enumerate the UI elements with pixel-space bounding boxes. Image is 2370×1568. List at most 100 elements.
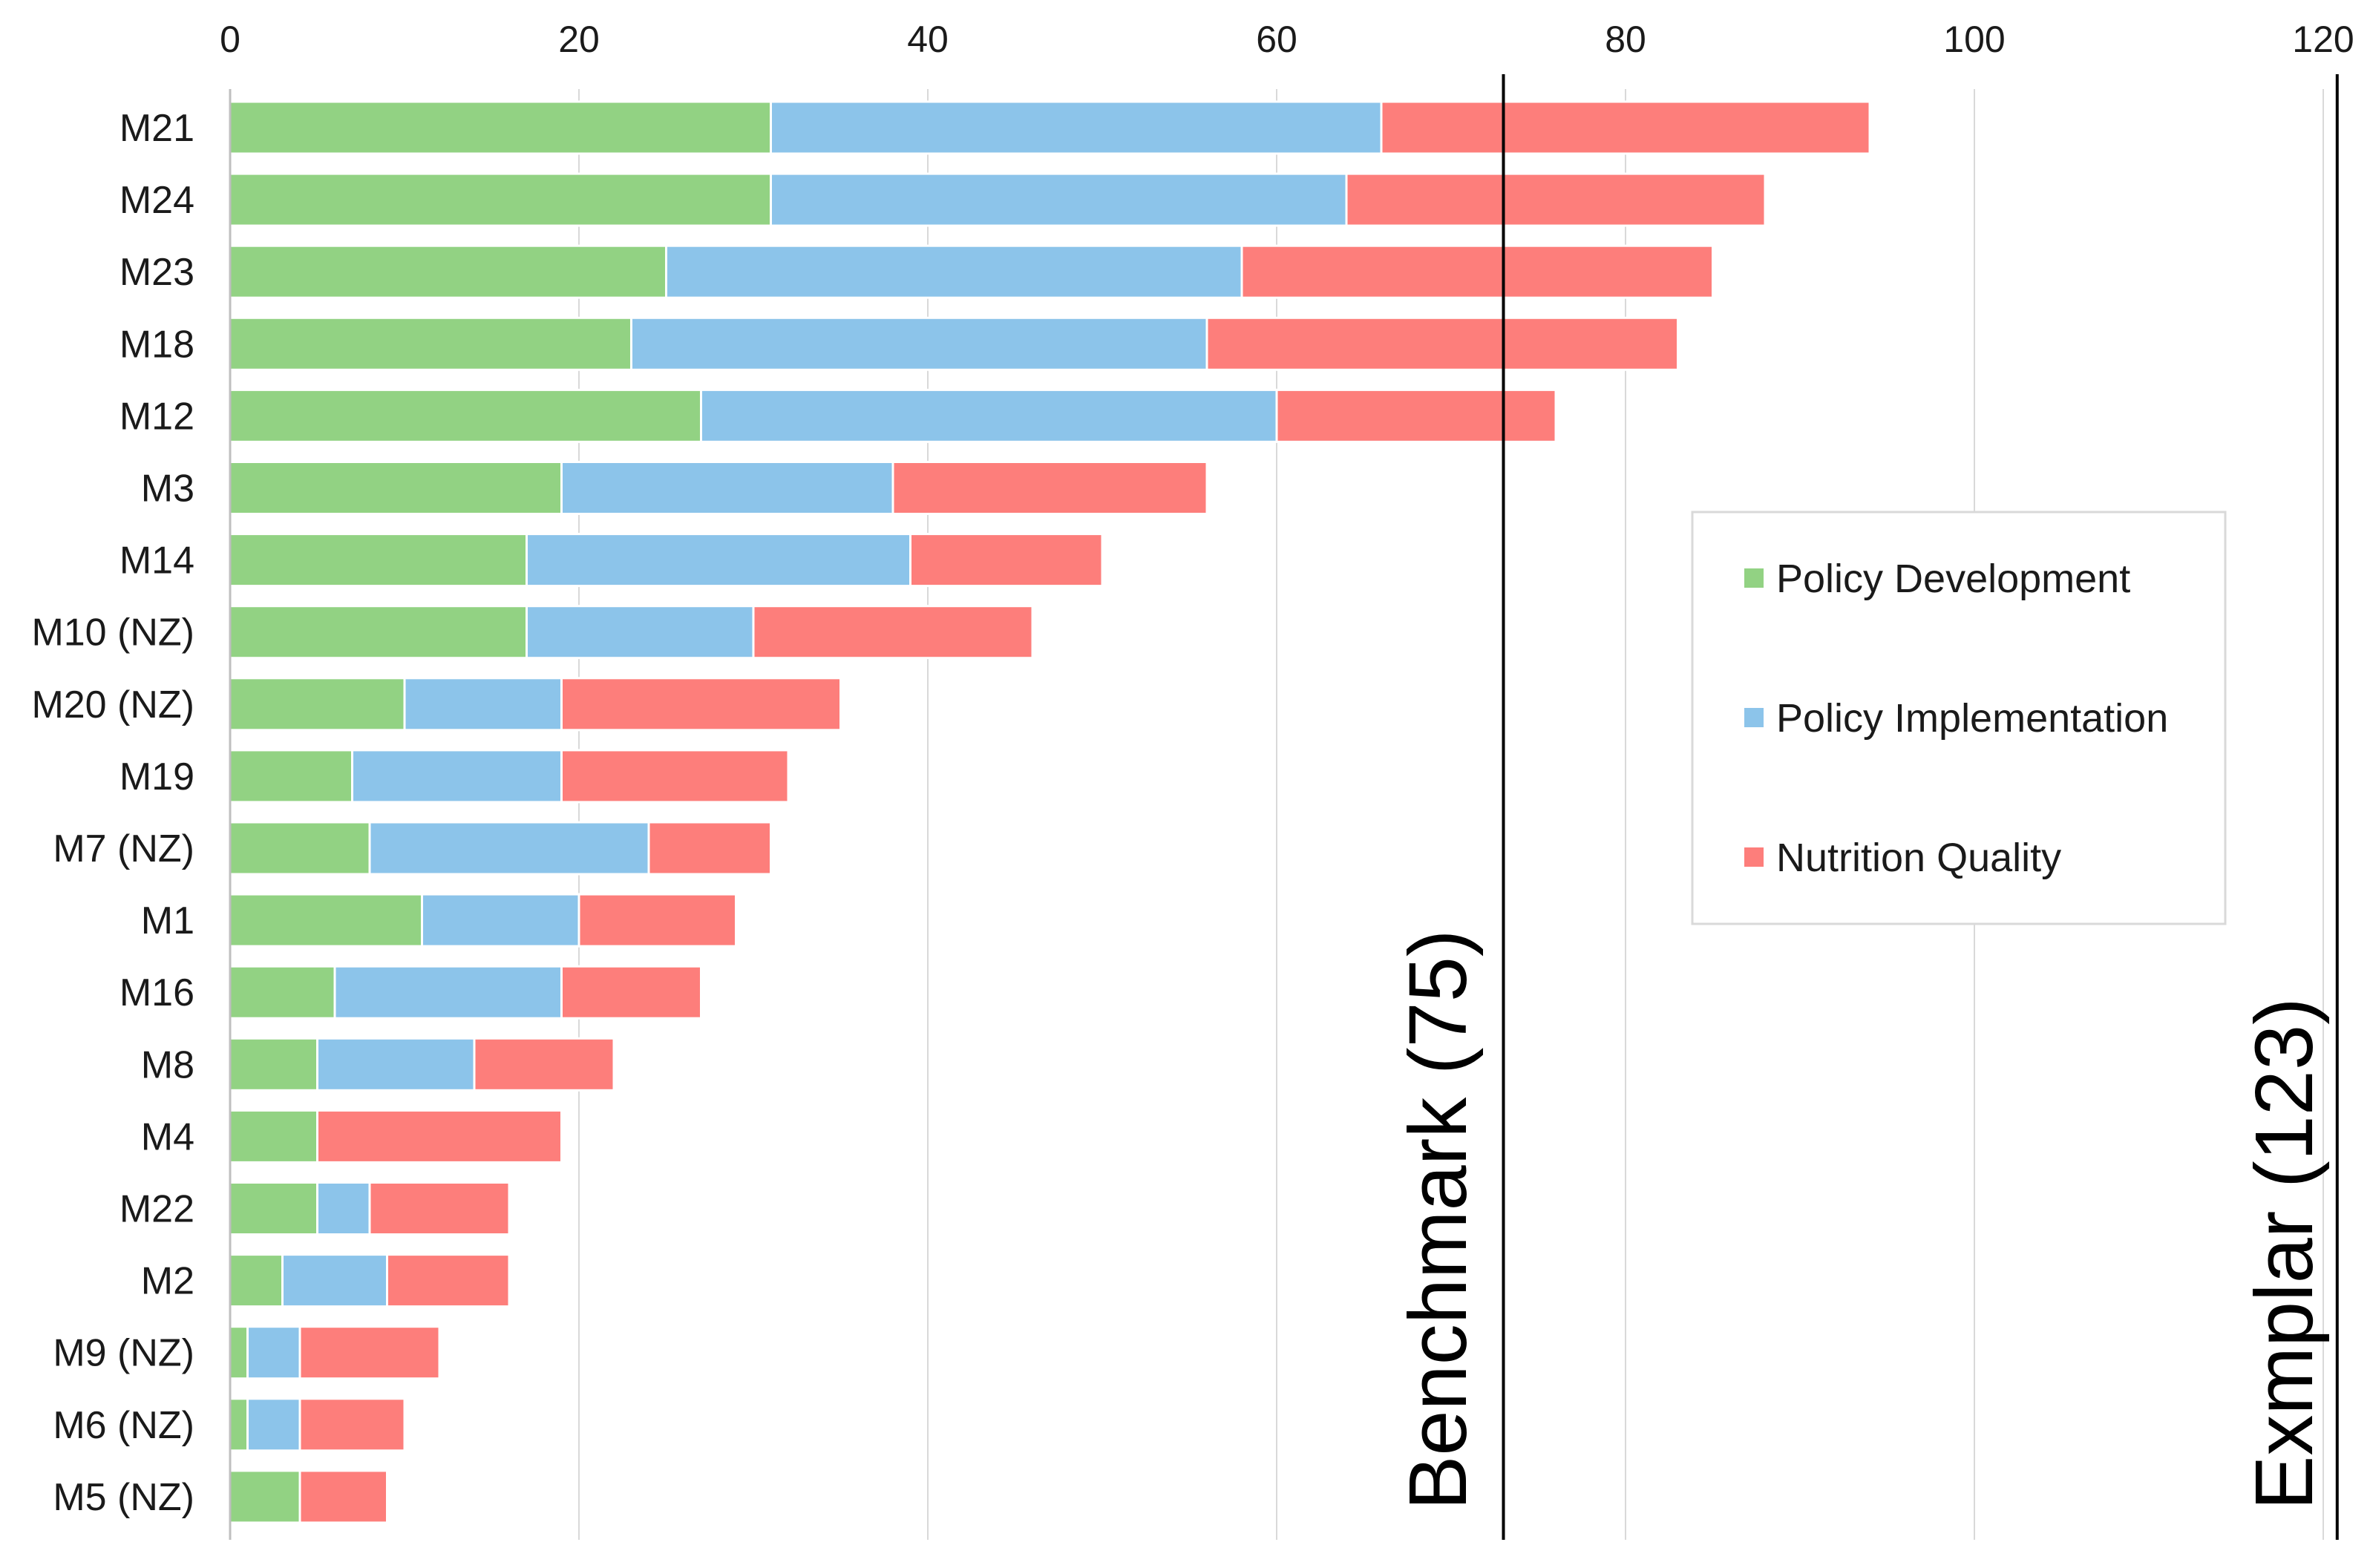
bar-segment-policy-development xyxy=(229,316,632,371)
bar-segment-policy-development xyxy=(229,1325,249,1380)
bar-segment-policy-implementation xyxy=(316,1037,476,1092)
category-label: M9 (NZ) xyxy=(53,1332,194,1375)
category-label: M24 xyxy=(120,179,194,222)
bar-segment-nutrition-quality xyxy=(298,1469,388,1524)
bar-segment-policy-development xyxy=(229,100,772,155)
reference-line-label: Exmplar (123) xyxy=(2239,997,2330,1510)
bar-segment-policy-development xyxy=(229,172,772,227)
bar-segment-policy-development xyxy=(229,749,353,804)
bar-segment-policy-implementation xyxy=(526,605,755,660)
legend-swatch xyxy=(1744,847,1764,867)
bar-segment-nutrition-quality xyxy=(316,1109,563,1164)
x-tick-label: 80 xyxy=(1605,19,1646,60)
bar-segment-policy-development xyxy=(229,1181,318,1236)
bar-segment-nutrition-quality xyxy=(1205,316,1679,371)
bar-segment-nutrition-quality xyxy=(1275,388,1557,443)
bar-segment-policy-implementation xyxy=(526,533,911,588)
bar-segment-policy-development xyxy=(229,533,528,588)
bar-segment-policy-implementation xyxy=(700,388,1278,443)
bar-segment-policy-implementation xyxy=(333,965,563,1020)
legend-swatch xyxy=(1744,708,1764,727)
bar-segment-policy-implementation xyxy=(246,1397,301,1452)
bar-segment-policy-implementation xyxy=(665,244,1243,299)
bar-segment-nutrition-quality xyxy=(386,1253,511,1308)
reference-lines: Benchmark (75) Exmplar (123) xyxy=(1392,74,2339,1540)
category-label: M19 xyxy=(120,755,194,798)
bar-segment-policy-implementation xyxy=(281,1253,388,1308)
bar-segment-nutrition-quality xyxy=(891,461,1208,515)
bar-segment-nutrition-quality xyxy=(1345,172,1767,227)
category-label: M4 xyxy=(141,1115,194,1158)
bar-segment-nutrition-quality xyxy=(577,893,737,948)
bar-segment-policy-development xyxy=(229,1037,318,1092)
legend-label: Policy Implementation xyxy=(1776,696,2168,741)
bar-segment-policy-implementation xyxy=(316,1181,371,1236)
category-label: M18 xyxy=(120,323,194,366)
bar-segment-nutrition-quality xyxy=(473,1037,615,1092)
bar-segment-policy-development xyxy=(229,677,406,732)
bar-segment-nutrition-quality xyxy=(560,749,790,804)
bar-segment-nutrition-quality xyxy=(647,821,772,876)
bar-segment-policy-implementation xyxy=(368,821,650,876)
legend: Policy Development Policy Implementation N… xyxy=(1691,511,2227,925)
category-label: M5 (NZ) xyxy=(53,1476,194,1519)
category-label: M12 xyxy=(120,395,194,438)
legend-swatch xyxy=(1744,568,1764,588)
category-label: M10 (NZ) xyxy=(31,611,194,655)
category-label: M7 (NZ) xyxy=(53,827,194,870)
bar-segment-policy-development xyxy=(229,461,563,515)
bar-segment-nutrition-quality xyxy=(1380,100,1871,155)
bar-segment-policy-implementation xyxy=(403,677,563,732)
category-label: M8 xyxy=(141,1043,194,1086)
bars xyxy=(229,100,1871,1524)
legend-label: Nutrition Quality xyxy=(1776,836,2061,880)
legend-label: Policy Development xyxy=(1776,557,2130,601)
x-tick-label: 40 xyxy=(907,19,949,60)
category-label: M16 xyxy=(120,971,194,1014)
bar-segment-policy-development xyxy=(229,1397,249,1452)
category-label: M20 (NZ) xyxy=(31,683,194,726)
bar-segment-policy-development xyxy=(229,821,371,876)
category-label: M23 xyxy=(120,251,194,294)
x-tick-label: 20 xyxy=(558,19,600,60)
bar-segment-nutrition-quality xyxy=(298,1325,441,1380)
bar-segment-policy-development xyxy=(229,388,702,443)
category-label: M21 xyxy=(120,107,194,150)
bar-segment-policy-implementation xyxy=(560,461,894,515)
bar-segment-policy-development xyxy=(229,605,528,660)
x-tick-label: 120 xyxy=(2292,19,2354,60)
bar-segment-policy-development xyxy=(229,893,423,948)
category-label: M22 xyxy=(120,1188,194,1231)
bar-segment-nutrition-quality xyxy=(298,1397,406,1452)
bar-segment-policy-development xyxy=(229,1109,318,1164)
category-labels: M21 M24 M23 M18 M12 M3 M14 M10 (NZ) M20 (NZ) M19 M… xyxy=(31,107,194,1519)
x-tick-label: 100 xyxy=(1943,19,2005,60)
bar-segment-policy-implementation xyxy=(630,316,1208,371)
bar-segment-policy-implementation xyxy=(246,1325,301,1380)
bar-segment-nutrition-quality xyxy=(560,677,842,732)
bar-segment-policy-development xyxy=(229,244,667,299)
bar-segment-policy-development xyxy=(229,1469,301,1524)
category-label: M2 xyxy=(141,1260,194,1303)
x-axis-ticks: 0 20 40 60 80 100 120 xyxy=(220,19,2354,60)
reference-line-label: Benchmark (75) xyxy=(1392,929,1484,1510)
category-label: M6 (NZ) xyxy=(53,1404,194,1447)
bar-segment-policy-implementation xyxy=(770,100,1383,155)
bar-segment-policy-implementation xyxy=(770,172,1348,227)
legend-box xyxy=(1691,511,2227,925)
category-label: M1 xyxy=(141,899,194,942)
bar-segment-policy-development xyxy=(229,965,336,1020)
bar-segment-policy-implementation xyxy=(351,749,563,804)
bar-segment-nutrition-quality xyxy=(368,1181,511,1236)
category-label: M14 xyxy=(120,539,194,583)
x-tick-label: 0 xyxy=(220,19,240,60)
bar-segment-nutrition-quality xyxy=(909,533,1104,588)
bar-segment-nutrition-quality xyxy=(560,965,702,1020)
bar-segment-nutrition-quality xyxy=(1240,244,1714,299)
bar-segment-policy-implementation xyxy=(421,893,580,948)
bar-segment-policy-development xyxy=(229,1253,284,1308)
category-label: M3 xyxy=(141,468,194,511)
x-tick-label: 60 xyxy=(1256,19,1297,60)
bar-segment-nutrition-quality xyxy=(752,605,1034,660)
